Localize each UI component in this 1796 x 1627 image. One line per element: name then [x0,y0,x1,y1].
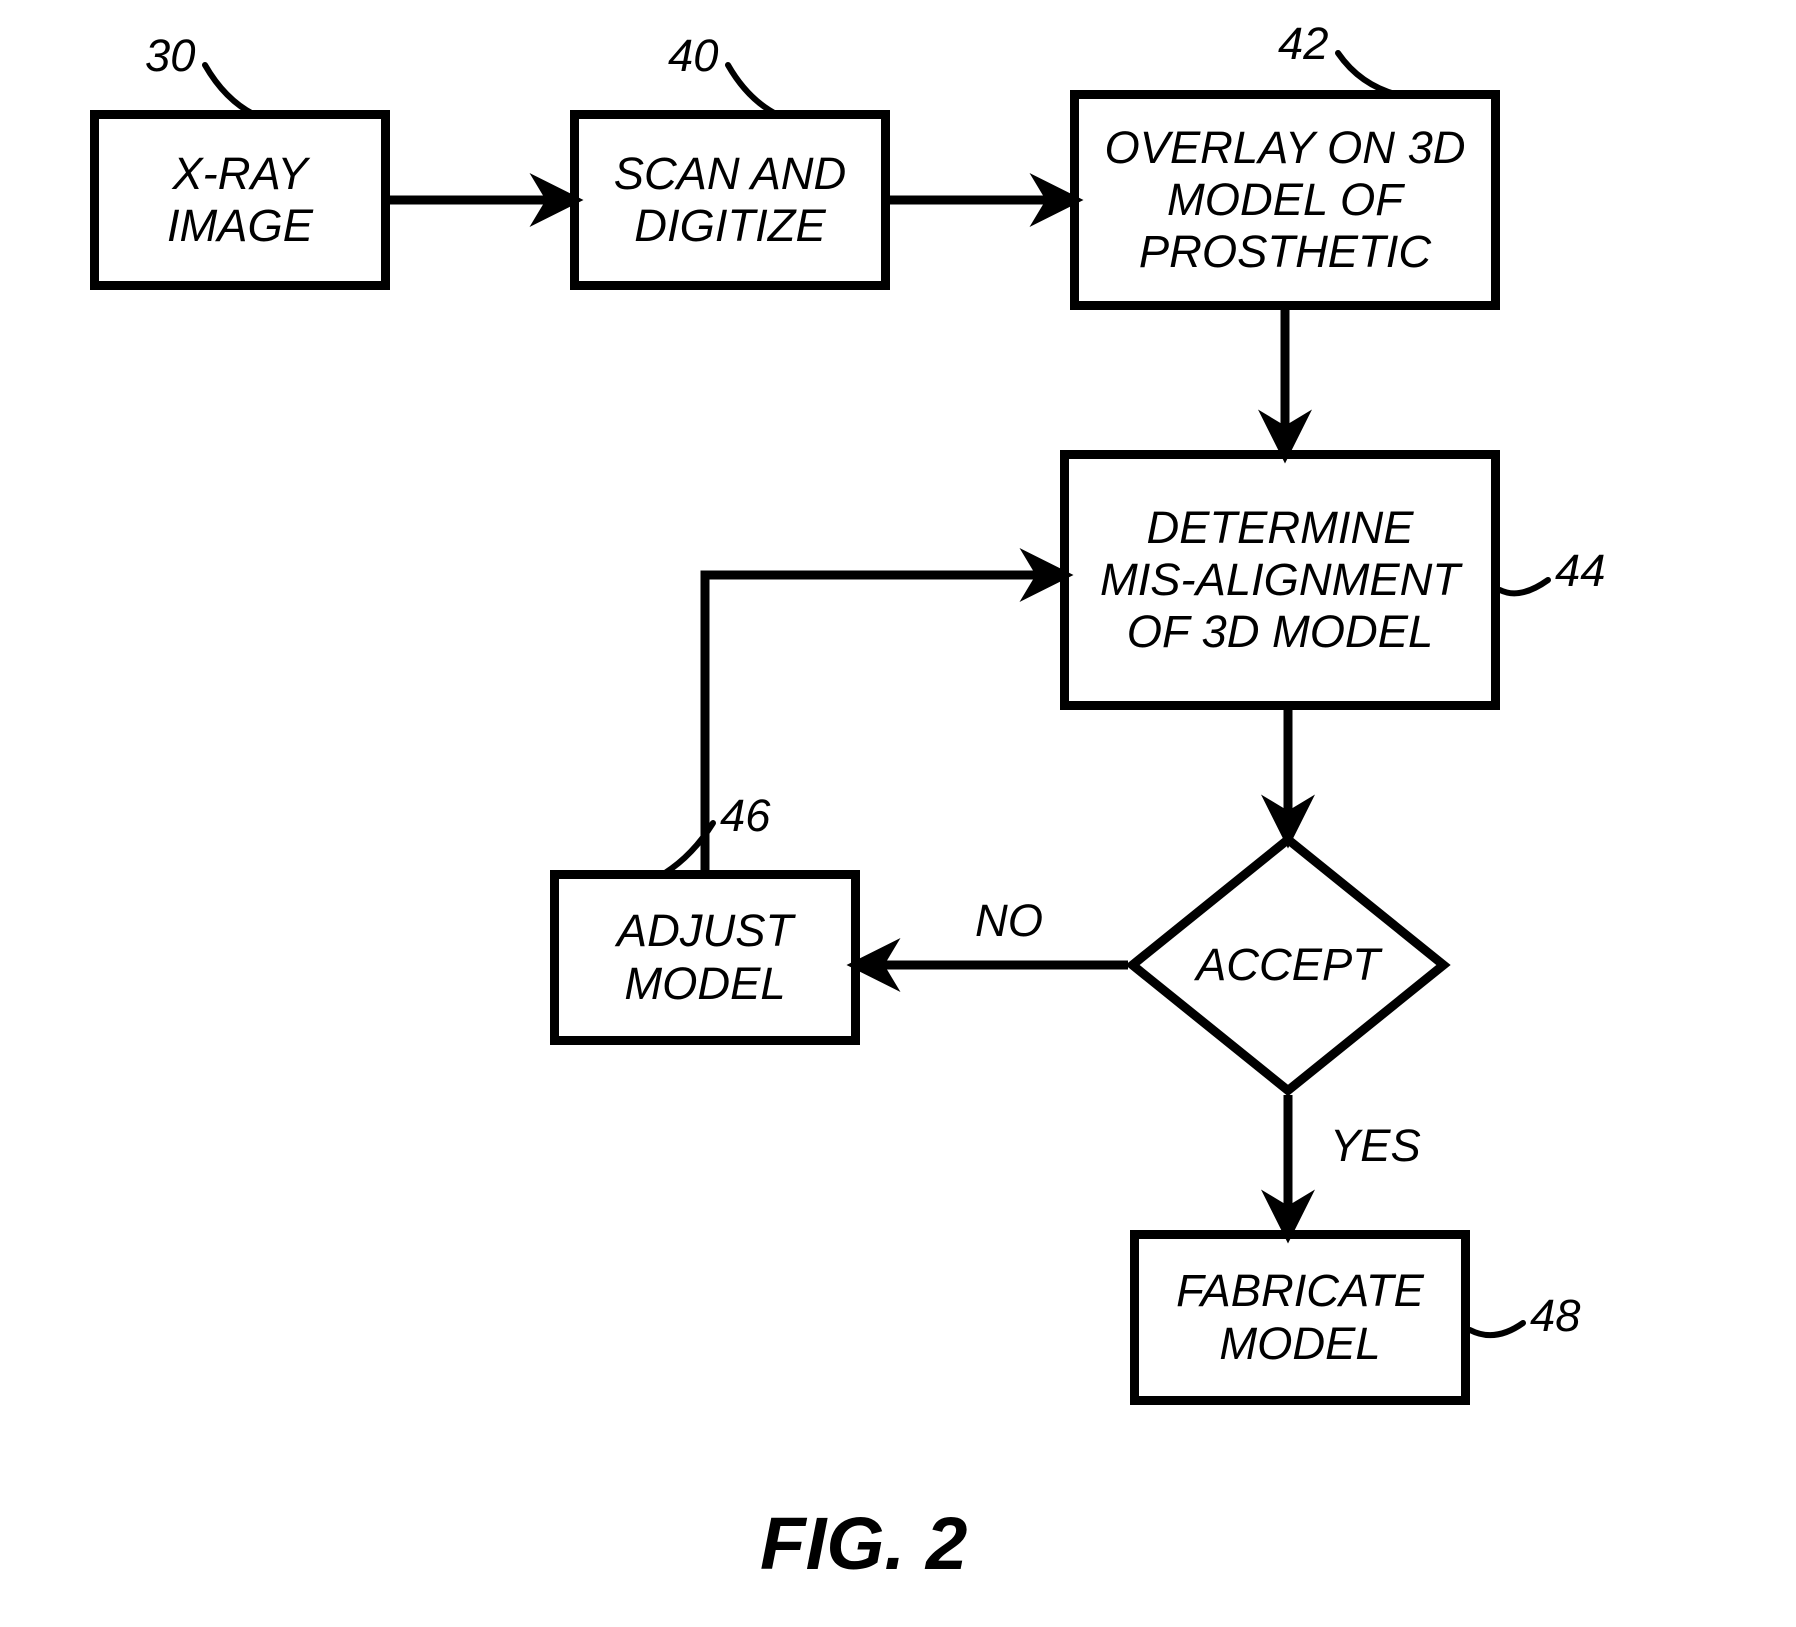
node-label: ACCEPT [1196,939,1380,991]
edge-label-yes: YES [1330,1120,1421,1172]
edge-label-no: NO [975,895,1043,947]
flowchart-canvas: X-RAYIMAGE SCAN ANDDIGITIZE OVERLAY ON 3… [0,0,1796,1627]
figure-label: FIG. 2 [760,1500,967,1586]
arrows-layer [0,0,1796,1627]
